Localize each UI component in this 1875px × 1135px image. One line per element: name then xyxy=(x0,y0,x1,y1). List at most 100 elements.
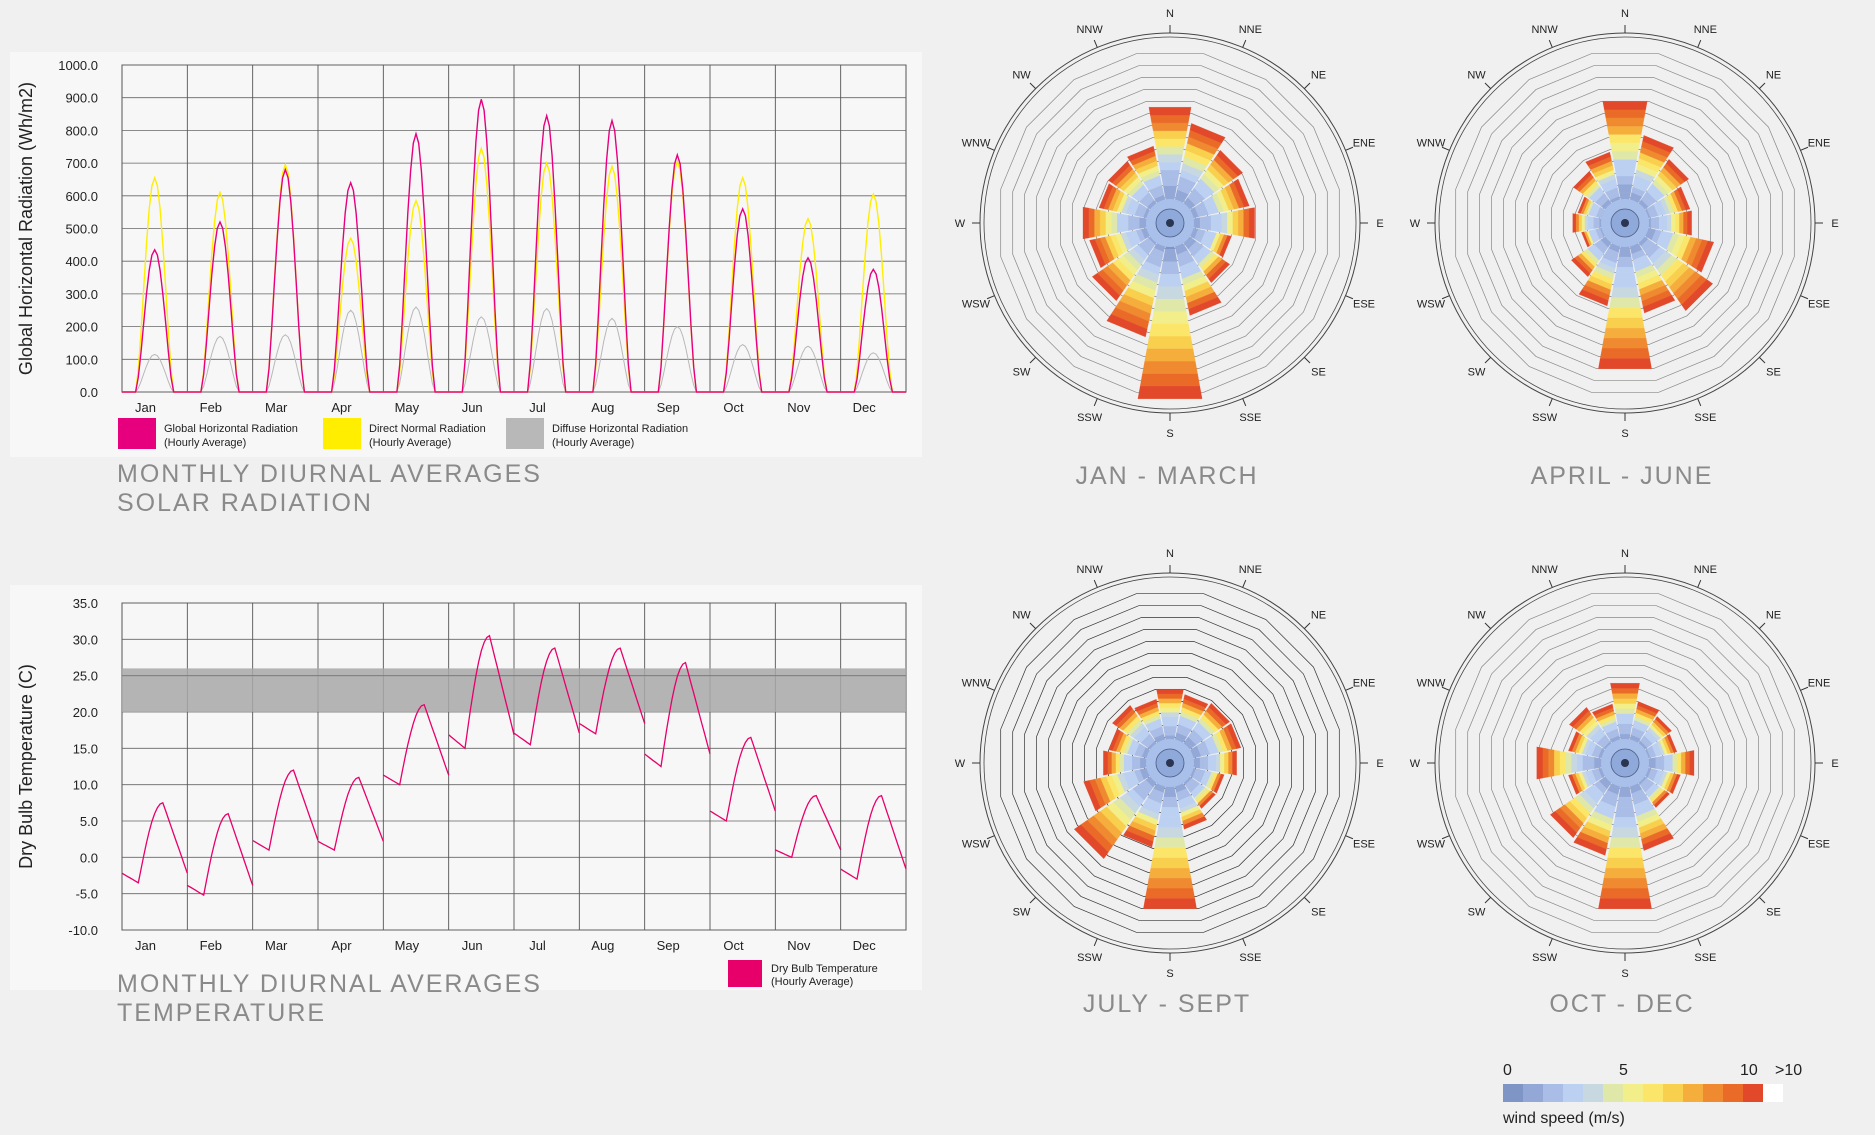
rose-direction-label: SSE xyxy=(1694,952,1716,964)
rose-petal-segment xyxy=(1653,769,1662,784)
rose-petal-segment xyxy=(1646,784,1660,798)
rose-petal-segment xyxy=(1139,768,1149,781)
rose-center-dot xyxy=(1621,219,1629,227)
rose-direction-label: NNE xyxy=(1239,24,1262,36)
rose-direction-label: ESE xyxy=(1353,298,1375,310)
rose-petal-segment xyxy=(1634,745,1643,754)
rose-petal-segment xyxy=(1664,754,1669,772)
legend-swatch xyxy=(1563,1084,1583,1102)
rose-ring xyxy=(1096,689,1244,837)
rose-direction-label: NNW xyxy=(1531,24,1558,36)
rose-petal-segment xyxy=(1132,155,1157,170)
rose-petal-segment xyxy=(1637,813,1662,829)
rose-petal-segment xyxy=(1148,868,1192,879)
rose-petal-segment xyxy=(1188,241,1201,254)
rose-petal-segment xyxy=(1132,274,1158,291)
rose-petal-segment xyxy=(1574,772,1586,792)
solar-caption-line2: SOLAR RADIATION xyxy=(117,489,373,517)
rose-petal-segment xyxy=(1197,769,1206,783)
rose-direction-label: SSW xyxy=(1077,412,1103,424)
rose-petal-segment xyxy=(1135,188,1149,202)
rose-title-oct-dec: OCT - DEC xyxy=(1549,990,1695,1018)
rose-petal-segment xyxy=(1182,698,1206,712)
rose-petal-segment xyxy=(1142,714,1161,725)
rose-tick xyxy=(1800,835,1809,840)
rose-petal-segment xyxy=(1216,234,1228,256)
rose-petal-segment xyxy=(1642,833,1674,851)
rose-direction-label: WNW xyxy=(1417,678,1446,690)
legend-label-5: 5 xyxy=(1619,1062,1628,1079)
rose-center-dot xyxy=(1166,759,1174,767)
rose-petal-segment xyxy=(1589,727,1604,742)
rose-direction-label: W xyxy=(1410,758,1421,770)
rose-petal-segment xyxy=(1195,769,1203,782)
rose-direction-label: S xyxy=(1621,968,1628,980)
rose-direction-label: ENE xyxy=(1808,138,1831,150)
rose-tick xyxy=(1697,938,1702,947)
rose-petal-segment xyxy=(1686,238,1703,267)
rose-petal-segment xyxy=(1650,217,1656,229)
rose-calm-circle xyxy=(1155,208,1185,238)
rose-petal-segment xyxy=(1673,188,1687,211)
rose-ring xyxy=(1551,689,1699,837)
rose-petal-segment xyxy=(1179,715,1197,727)
rose-petal-segment xyxy=(1203,231,1214,248)
rose-petal-segment xyxy=(1223,725,1237,750)
rose-petal-segment xyxy=(1205,706,1227,728)
solar-legend-sub-2: (Hourly Average) xyxy=(552,437,634,449)
rose-petal-segment xyxy=(1148,751,1156,760)
rose-petal-segment xyxy=(1608,219,1612,227)
rose-petal-segment xyxy=(1160,261,1180,275)
rose-petal-segment xyxy=(1628,741,1637,749)
rose-petal-segment xyxy=(1179,772,1188,781)
rose-direction-label: SSE xyxy=(1239,952,1261,964)
rose-petal-segment xyxy=(1559,804,1584,829)
rose-petal-segment xyxy=(1584,787,1601,804)
rose-ring xyxy=(1000,53,1340,393)
rose-petal-segment xyxy=(1600,348,1650,359)
rose-petal-segment xyxy=(1137,241,1152,256)
rose-petal-segment xyxy=(1181,212,1189,221)
rose-petal-segment xyxy=(1146,336,1194,350)
rose-calm-area xyxy=(1146,739,1194,787)
rose-petal-segment xyxy=(1147,758,1153,768)
rose-petal-segment xyxy=(1632,794,1649,806)
rose-petal-segment xyxy=(1181,162,1204,178)
rose-petal-segment xyxy=(1177,206,1187,216)
rose-petal-segment xyxy=(1671,234,1686,257)
rose-petal-segment xyxy=(1668,754,1673,772)
rose-petal-segment xyxy=(1581,231,1590,248)
rose-petal-segment xyxy=(1650,788,1665,803)
temp-legend-name: Dry Bulb Temperature xyxy=(771,963,878,975)
rose-petal-segment xyxy=(1140,373,1200,387)
rose-petal-segment xyxy=(1607,753,1614,761)
rose-petal-segment xyxy=(1634,259,1653,273)
rose-petal-segment xyxy=(1182,235,1193,246)
rose-petal-segment xyxy=(1150,203,1160,213)
rose-petal-segment xyxy=(1192,745,1202,758)
rose-petal-segment xyxy=(1187,227,1195,237)
rose-petal-segment xyxy=(1600,209,1607,219)
rose-petal-segment xyxy=(1603,774,1614,785)
rose-petal-segment xyxy=(1172,744,1181,752)
rose-tick xyxy=(1242,398,1247,407)
rose-petal-segment xyxy=(1162,249,1178,262)
rose-petal-segment xyxy=(1151,311,1189,325)
wind-rose-1: N NNE NE ENE E ESE SE SSE S SSW SW WSW W WNW NW NNW xyxy=(1410,8,1839,440)
rose-petal-segment xyxy=(1138,779,1154,795)
rose-petal-segment xyxy=(1644,767,1652,778)
rose-petal-segment xyxy=(1141,747,1149,758)
rose-petal-segment xyxy=(1587,742,1597,756)
rose-petal-segment xyxy=(1189,767,1197,778)
rose-petal-segment xyxy=(1185,778,1195,788)
rose-petal-segment xyxy=(1112,705,1133,726)
rose-petal-segment xyxy=(1621,744,1629,750)
rose-petal-segment xyxy=(1180,805,1201,818)
rose-petal-segment xyxy=(1632,254,1650,267)
rose-ring xyxy=(1000,593,1340,933)
rose-direction-label: NE xyxy=(1311,610,1326,622)
rose-petal-segment xyxy=(1650,769,1659,782)
rose-petal-segment xyxy=(1220,187,1235,211)
rose-calm-area xyxy=(1601,199,1649,247)
rose-tick xyxy=(1029,356,1037,364)
